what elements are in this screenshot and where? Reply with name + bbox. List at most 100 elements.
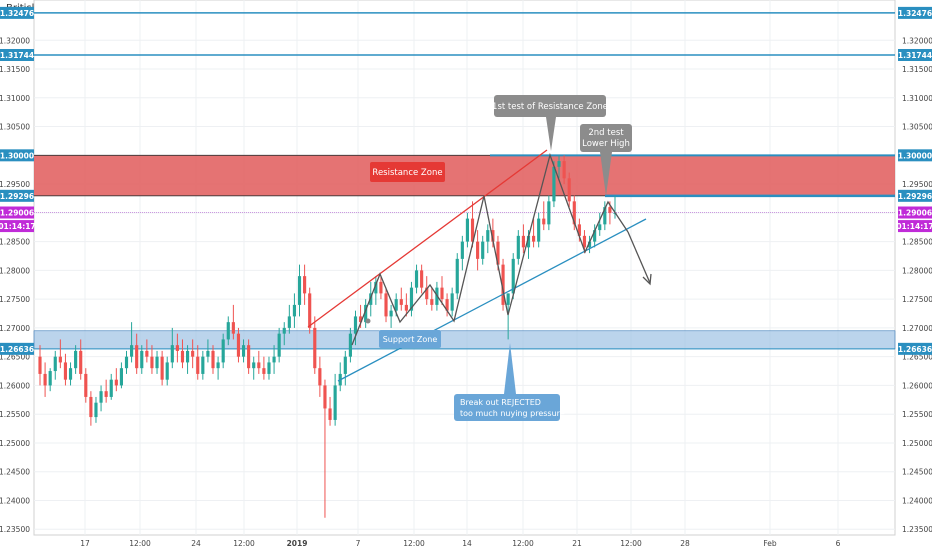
y-tick-label-right: 1.27000 [902,324,932,333]
candle-body [63,362,68,380]
candle-body [313,327,317,369]
candle-body [252,362,256,369]
y-tick-label-right: 1.27500 [902,295,932,304]
y-tick-label-left: 1.31500 [0,65,30,74]
lower-trendline [337,218,647,382]
y-tick-label-right: 1.32000 [902,36,932,45]
candle-body [496,241,500,265]
candle-body [552,166,556,202]
candle-body [430,299,434,305]
candle-body [150,356,154,369]
price-tag-right [898,149,932,162]
x-tick-label: 14 [462,539,472,548]
candle-body [119,368,123,386]
price-tag-left [0,220,34,233]
x-tick-label: 12:00 [233,539,255,548]
candle-body [257,362,261,369]
y-tick-label-right: 1.23500 [902,525,932,534]
y-tick-label-left: 1.29500 [0,180,30,189]
candle-body [491,230,495,242]
y-tick-label-left: 1.26500 [0,353,30,362]
plot-area [33,0,896,536]
y-tick-label-left: 1.28500 [0,238,30,247]
y-tick-label-left: 1.27000 [0,324,30,333]
candle-body [567,178,571,202]
candle-body [450,293,454,311]
candle-body [130,345,134,357]
candles[interactable] [38,155,617,518]
candle-body [460,241,464,259]
candle-body [216,362,220,369]
candle-body [53,356,57,372]
candle-body [364,304,368,323]
candle-body [109,379,113,397]
candle-body [262,368,266,374]
price-tag-right [898,206,932,219]
candle-body [191,350,195,357]
candle-body [231,322,235,334]
callouts: Resistance Zone Support Zone 1st test of R… [370,95,632,421]
candle-body [170,345,174,363]
candle-body [557,161,561,167]
price-tag-right-text: 1.31744 [898,51,932,60]
candle-body [318,368,322,386]
candle-body [124,356,129,369]
candle-body [394,299,398,311]
candle-body [542,218,546,225]
y-tick-label-left: 1.26000 [0,381,30,390]
candle-body [409,287,414,311]
candle-body [603,207,607,225]
candle-body [84,373,88,397]
y-tick-label-right: 1.24000 [902,496,932,505]
price-tag-left-text: 1.32476 [0,9,34,18]
candle-body [476,241,480,259]
price-tag-left-text: 01:14:17 [0,222,36,231]
price-tag-right-text: 1.29006 [898,209,932,218]
price-tag-right [898,48,932,61]
candle-body [343,356,347,374]
candle-body [537,218,541,242]
y-tick-label-right: 1.25500 [902,410,932,419]
candle-body [532,235,536,242]
y-tick-label-left: 1.28000 [0,266,30,275]
candle-body [516,235,520,259]
candle-body [511,258,515,294]
first-test-text: 1st test of Resistance Zone [492,102,608,112]
zones [33,155,896,350]
price-tag-right-text: 1.26636 [898,345,932,354]
projection-line [627,231,651,284]
candle-body [521,235,525,248]
y-tick-label-left: 1.24500 [0,468,30,477]
price-tag-left-text: 1.26636 [0,345,34,354]
candle-body [608,207,612,213]
y-tick-label-left: 1.24000 [0,496,30,505]
projection-arrowhead [642,273,652,286]
resistance-label-box [370,162,445,182]
candle-body [358,316,363,323]
candle-body [272,356,276,363]
candle-body [221,339,225,363]
price-tag-left [0,342,34,355]
price-tag-left [0,6,34,19]
candle-body [593,230,597,242]
drawings [307,149,652,382]
candle-body [196,356,200,374]
candle-body [38,356,42,374]
y-tick-label-left: 1.32000 [0,36,30,45]
candle-body [587,241,592,248]
second-test-box [580,124,632,152]
first-test-pointer [546,117,556,151]
second-test-text-1: 2nd test [588,128,624,138]
candle-body [328,408,332,420]
candle-body [465,218,470,242]
price-tag-right-text: 01:14:17 [896,222,932,231]
candle-body [455,258,459,294]
first-test-box [494,95,606,117]
candle-body [180,350,185,363]
second-test-text-2: Lower High [582,139,630,149]
candle-body [74,350,78,369]
y-tick-label-left: 1.25000 [0,439,30,448]
candle-body [114,379,118,386]
price-tag-left-text: 1.29006 [0,209,34,218]
